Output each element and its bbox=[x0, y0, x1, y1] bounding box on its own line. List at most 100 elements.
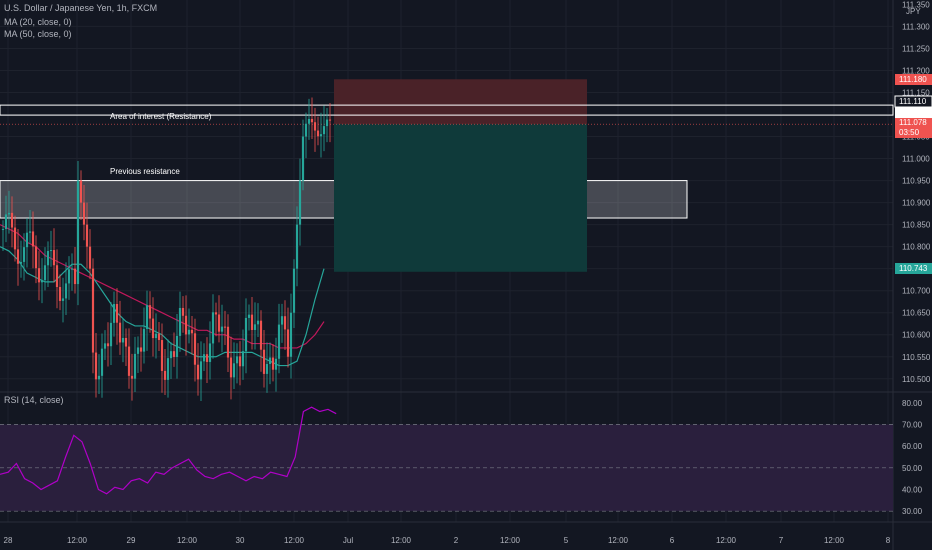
candle[interactable] bbox=[250, 296, 254, 350]
candle[interactable] bbox=[142, 307, 146, 364]
candle[interactable] bbox=[163, 348, 167, 395]
candle[interactable] bbox=[286, 307, 290, 368]
ma20-legend[interactable]: MA (20, close, 0) bbox=[4, 17, 72, 27]
candle[interactable] bbox=[199, 341, 203, 401]
candle[interactable] bbox=[13, 215, 17, 262]
candle[interactable] bbox=[151, 297, 155, 357]
candle[interactable] bbox=[106, 322, 110, 367]
candle[interactable] bbox=[289, 293, 293, 379]
candle[interactable] bbox=[31, 211, 35, 269]
candle[interactable] bbox=[49, 230, 53, 267]
candle[interactable] bbox=[124, 328, 128, 366]
candle[interactable] bbox=[328, 103, 332, 143]
candle[interactable] bbox=[46, 241, 50, 287]
candle[interactable] bbox=[10, 196, 14, 248]
candle[interactable] bbox=[118, 300, 122, 355]
candle[interactable] bbox=[88, 229, 92, 280]
candle[interactable] bbox=[166, 339, 170, 398]
candle[interactable] bbox=[319, 112, 323, 158]
candle[interactable] bbox=[262, 330, 266, 388]
candle[interactable] bbox=[109, 302, 113, 366]
candle[interactable] bbox=[244, 298, 248, 374]
candle[interactable] bbox=[187, 308, 191, 344]
candle[interactable] bbox=[271, 344, 275, 382]
candle[interactable] bbox=[64, 262, 68, 316]
candle[interactable] bbox=[97, 354, 101, 395]
candle[interactable] bbox=[316, 116, 320, 146]
candle[interactable] bbox=[259, 310, 263, 372]
candle[interactable] bbox=[22, 233, 26, 281]
candle[interactable] bbox=[184, 295, 188, 356]
candle[interactable] bbox=[304, 112, 308, 159]
candle[interactable] bbox=[43, 247, 47, 291]
candle[interactable] bbox=[4, 195, 8, 243]
candle[interactable] bbox=[238, 341, 242, 386]
candle[interactable] bbox=[313, 107, 317, 152]
candle[interactable] bbox=[157, 322, 161, 351]
candle[interactable] bbox=[28, 209, 32, 244]
candle[interactable] bbox=[247, 304, 251, 331]
candle[interactable] bbox=[205, 337, 209, 383]
candle[interactable] bbox=[148, 291, 152, 333]
candle[interactable] bbox=[76, 161, 80, 306]
candle[interactable] bbox=[7, 190, 11, 234]
candle[interactable] bbox=[295, 206, 299, 287]
candle[interactable] bbox=[130, 353, 134, 401]
candle[interactable] bbox=[73, 246, 77, 294]
candle[interactable] bbox=[91, 258, 95, 374]
candle[interactable] bbox=[175, 313, 179, 379]
candle[interactable] bbox=[121, 318, 125, 363]
rsi-pane[interactable] bbox=[0, 406, 893, 512]
candle[interactable] bbox=[16, 228, 20, 286]
ma50-legend[interactable]: MA (50, close, 0) bbox=[4, 29, 72, 39]
candle[interactable] bbox=[310, 97, 314, 140]
candle[interactable] bbox=[145, 290, 149, 351]
candle[interactable] bbox=[190, 316, 194, 355]
candle[interactable] bbox=[82, 184, 86, 241]
candle[interactable] bbox=[58, 274, 62, 311]
candle[interactable] bbox=[232, 342, 236, 390]
candle[interactable] bbox=[172, 332, 176, 367]
candle[interactable] bbox=[1, 220, 5, 252]
candle[interactable] bbox=[256, 303, 260, 337]
candle[interactable] bbox=[292, 259, 296, 329]
time-axis[interactable]: 28 12:00 29 12:00 30 12:00 Jul 12:00 2 12:00 5 12:0… bbox=[4, 536, 891, 545]
candle[interactable] bbox=[220, 304, 224, 353]
candle[interactable] bbox=[169, 342, 173, 380]
candle[interactable] bbox=[25, 218, 29, 268]
candle[interactable] bbox=[241, 329, 245, 380]
candle[interactable] bbox=[79, 170, 83, 220]
candle[interactable] bbox=[133, 336, 137, 392]
candle[interactable] bbox=[202, 343, 206, 372]
candle[interactable] bbox=[37, 251, 41, 301]
candle[interactable] bbox=[268, 342, 272, 385]
candle[interactable] bbox=[154, 313, 158, 359]
rsi-legend[interactable]: RSI (14, close) bbox=[4, 395, 64, 405]
take-profit-zone[interactable] bbox=[334, 124, 587, 272]
candle[interactable] bbox=[85, 202, 89, 269]
candle[interactable] bbox=[208, 321, 212, 380]
candle[interactable] bbox=[211, 294, 215, 359]
candle[interactable] bbox=[301, 119, 305, 191]
candle[interactable] bbox=[178, 291, 182, 352]
candle[interactable] bbox=[253, 302, 257, 350]
candle[interactable] bbox=[307, 98, 311, 140]
candle[interactable] bbox=[112, 291, 116, 337]
symbol-legend[interactable]: U.S. Dollar / Japanese Yen, 1h, FXCM bbox=[4, 3, 158, 13]
candle[interactable] bbox=[52, 228, 56, 283]
candle[interactable] bbox=[70, 253, 74, 291]
candle[interactable] bbox=[235, 343, 239, 384]
candle[interactable] bbox=[94, 332, 98, 398]
candle[interactable] bbox=[139, 327, 143, 372]
candle[interactable] bbox=[61, 277, 65, 323]
candle[interactable] bbox=[322, 105, 326, 152]
candlestick-series[interactable] bbox=[1, 97, 332, 401]
candle[interactable] bbox=[100, 333, 104, 398]
candle[interactable] bbox=[40, 258, 44, 304]
area-of-interest-box[interactable] bbox=[0, 104, 894, 116]
candle[interactable] bbox=[127, 328, 131, 389]
candle[interactable] bbox=[67, 256, 71, 300]
candle[interactable] bbox=[223, 310, 227, 346]
candle[interactable] bbox=[277, 303, 281, 374]
candle[interactable] bbox=[265, 342, 269, 393]
